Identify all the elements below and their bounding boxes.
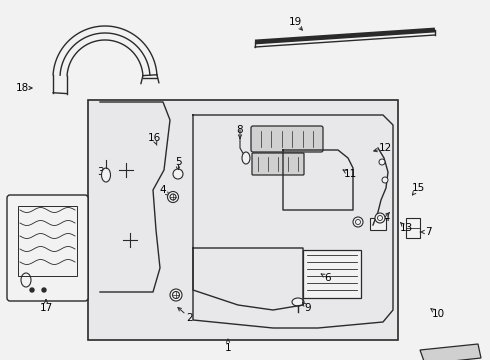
Text: 17: 17 [39,303,52,313]
Bar [406,218,420,238]
Text: 11: 11 [343,169,357,179]
Circle shape [170,289,182,301]
Text: 15: 15 [412,183,425,193]
Text: 3: 3 [97,167,103,177]
Text: 14: 14 [377,213,391,223]
Polygon shape [420,344,481,360]
Circle shape [173,169,183,179]
Text: 6: 6 [325,273,331,283]
Text: 1: 1 [225,343,231,353]
Text: 9: 9 [305,303,311,313]
Circle shape [356,220,361,225]
Ellipse shape [292,298,304,306]
Bar [303,250,361,298]
Circle shape [170,194,176,200]
Text: 16: 16 [147,133,161,143]
Ellipse shape [21,273,31,287]
Bar [370,218,386,230]
Text: 4: 4 [160,185,166,195]
Text: 7: 7 [425,227,431,237]
Circle shape [172,292,179,298]
Circle shape [382,177,388,183]
Circle shape [168,192,178,202]
Circle shape [42,288,46,292]
Text: 13: 13 [399,223,413,233]
Text: 18: 18 [15,83,28,93]
FancyBboxPatch shape [7,195,88,301]
Circle shape [377,216,383,220]
Text: 19: 19 [289,17,302,27]
Ellipse shape [242,152,250,164]
Text: 2: 2 [187,313,194,323]
Text: 12: 12 [378,143,392,153]
Text: 5: 5 [175,157,181,167]
FancyBboxPatch shape [251,126,323,152]
Text: 8: 8 [237,125,244,135]
FancyBboxPatch shape [252,153,304,175]
Text: 10: 10 [431,309,444,319]
Bar [88,100,398,340]
Ellipse shape [101,168,111,182]
Bar [18,206,77,276]
Circle shape [379,159,385,165]
Circle shape [353,217,363,227]
Circle shape [30,288,34,292]
Circle shape [375,213,385,223]
